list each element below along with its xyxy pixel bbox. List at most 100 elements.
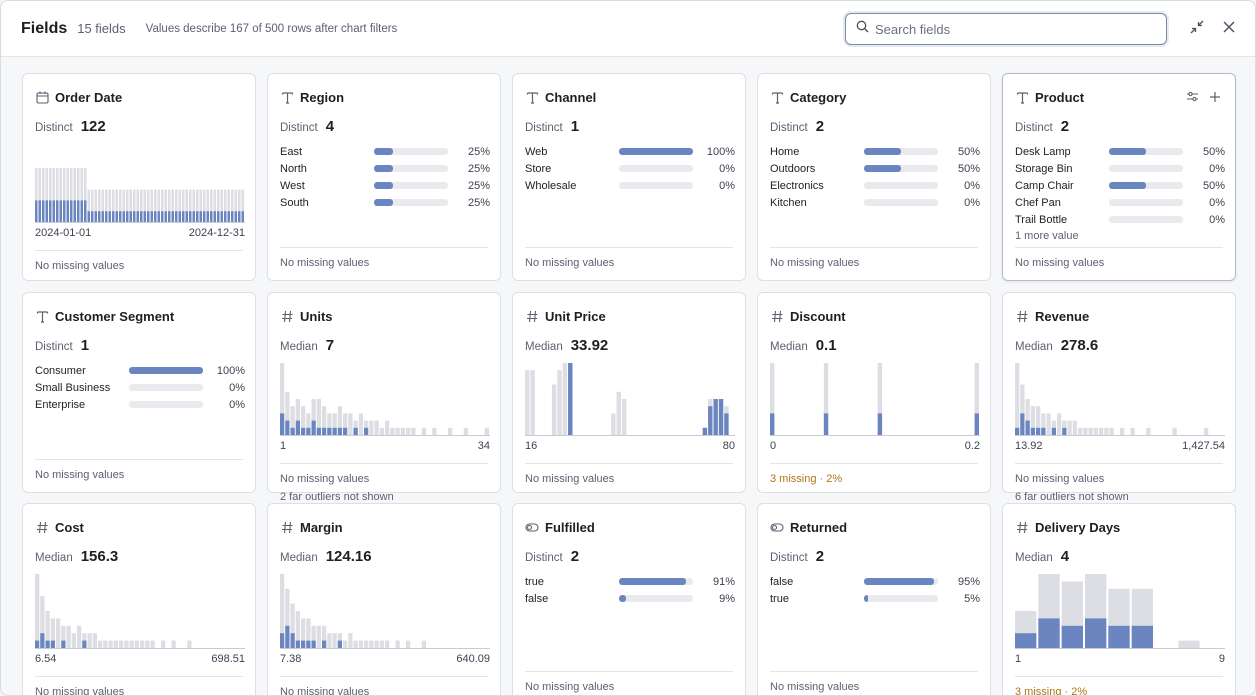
histogram-bar-total: [385, 640, 390, 648]
field-card-fulfilled[interactable]: Fulfilled Distinct 2 true 91% false 9% No missi…: [512, 503, 746, 695]
histogram-bar-filtered: [234, 211, 237, 222]
histogram-bar-filtered: [105, 211, 108, 222]
histogram-bar-filtered: [770, 413, 775, 435]
field-card-channel[interactable]: Channel Distinct 1 Web 100% Store 0% Wholesale 0…: [512, 73, 746, 281]
field-card-customer-segment[interactable]: Customer Segment Distinct 1 Consumer 100% Sma…: [22, 292, 256, 493]
field-name: Category: [790, 90, 847, 105]
value-row[interactable]: Small Business 0%: [35, 379, 245, 396]
field-stat: Distinct 1: [525, 118, 579, 135]
histogram-bar-total: [301, 618, 306, 648]
value-row[interactable]: Wholesale 0%: [525, 177, 735, 194]
close-button[interactable]: [1218, 18, 1240, 40]
value-row[interactable]: Consumer 100%: [35, 362, 245, 379]
stat-value: 7: [325, 337, 335, 354]
value-row[interactable]: Camp Chair 50%: [1015, 177, 1225, 194]
histogram-bar-total: [337, 633, 342, 648]
value-bar: [1109, 199, 1183, 206]
value-row[interactable]: Desk Lamp 50%: [1015, 143, 1225, 160]
search-input[interactable]: [875, 21, 1155, 37]
field-card-category[interactable]: Category Distinct 2 Home 50% Outdoors 50% Elect…: [757, 73, 991, 281]
field-card-unit-price[interactable]: Unit Price Median 33.92 16 80 No missing valu…: [512, 292, 746, 493]
search-box[interactable]: [845, 13, 1167, 45]
histogram-bar-total: [1088, 427, 1093, 435]
histogram-bar-total: [150, 640, 155, 648]
histogram-bar-total: [98, 189, 101, 222]
histogram-bar-total: [1030, 406, 1035, 435]
histogram-bar-filtered: [87, 211, 90, 222]
collapse-button[interactable]: [1186, 18, 1208, 40]
footer-note: No missing values: [525, 473, 615, 485]
value-row[interactable]: Enterprise 0%: [35, 396, 245, 413]
more-values-link[interactable]: 1 more value: [1015, 230, 1079, 242]
value-row[interactable]: Trail Bottle 0%: [1015, 211, 1225, 228]
histogram-bar-total: [112, 189, 115, 222]
value-row[interactable]: Outdoors 50%: [770, 160, 980, 177]
field-card-delivery-days[interactable]: Delivery Days Median 4 1 9 3 missing · 2%: [1002, 503, 1236, 695]
histogram: [770, 363, 979, 435]
histogram-bar-total: [332, 633, 337, 648]
value-row[interactable]: East 25%: [280, 143, 490, 160]
value-row[interactable]: Web 100%: [525, 143, 735, 160]
histogram-bar-total: [877, 363, 883, 435]
value-percent: 0%: [719, 162, 735, 175]
field-card-title: Product: [1015, 90, 1084, 105]
field-name: Margin: [300, 520, 343, 535]
stat-value: 2: [815, 118, 825, 135]
histogram-bar-total: [70, 168, 73, 222]
value-row[interactable]: West 25%: [280, 177, 490, 194]
histogram-baseline: [280, 648, 490, 649]
value-list: Consumer 100% Small Business 0% Enterprise 0%: [35, 362, 245, 413]
field-stat: Median 0.1: [770, 337, 837, 354]
value-row[interactable]: North 25%: [280, 160, 490, 177]
field-card-units[interactable]: Units Median 7 1 34 No missing values 2 far ou…: [267, 292, 501, 503]
value-percent: 0%: [1209, 213, 1225, 226]
field-card-returned[interactable]: Returned Distinct 2 false 95% true 5% No missin…: [757, 503, 991, 695]
value-row[interactable]: Electronics 0%: [770, 177, 980, 194]
histogram-axis: 7.38 640.09: [280, 653, 490, 665]
value-row[interactable]: South 25%: [280, 194, 490, 211]
field-card-cost[interactable]: Cost Median 156.3 6.54 698.51 No missing valu…: [22, 503, 256, 695]
histogram-bar-filtered: [35, 200, 38, 222]
value-bar: [1109, 165, 1183, 172]
histogram-bar-filtered: [217, 211, 220, 222]
field-card-discount[interactable]: Discount Median 0.1 0 0.2 3 missing · 2%: [757, 292, 991, 493]
field-card-margin[interactable]: Margin Median 124.16 7.38 640.09 No missing v…: [267, 503, 501, 695]
histogram-bar-filtered: [80, 200, 83, 222]
histogram-bar-total: [101, 189, 104, 222]
histogram-bar-total: [395, 427, 400, 435]
histogram-bar-total: [448, 427, 453, 435]
histogram-bar-total: [316, 625, 321, 648]
filter-settings-icon[interactable]: [1186, 90, 1199, 108]
card-divider: [525, 247, 733, 248]
histogram-bar-total: [145, 640, 150, 648]
field-card-title: Units: [280, 309, 333, 324]
field-card-revenue[interactable]: Revenue Median 278.6 13.92 1,427.54 No missin…: [1002, 292, 1236, 503]
value-bar-fill: [374, 165, 393, 172]
value-row[interactable]: true 91%: [525, 573, 735, 590]
footer-note: No missing values: [35, 260, 125, 272]
value-bar-fill: [619, 578, 687, 585]
value-row[interactable]: Storage Bin 0%: [1015, 160, 1225, 177]
value-row[interactable]: true 5%: [770, 590, 980, 607]
value-row[interactable]: false 95%: [770, 573, 980, 590]
axis-min: 1: [1015, 653, 1022, 665]
add-icon[interactable]: [1209, 90, 1221, 108]
field-card-order-date[interactable]: Order Date Distinct 122 2024-01-01 2024-12-3…: [22, 73, 256, 281]
histogram-bar-total: [227, 189, 230, 222]
value-row[interactable]: false 9%: [525, 590, 735, 607]
value-row[interactable]: Home 50%: [770, 143, 980, 160]
histogram-bar-total: [306, 618, 311, 648]
value-row[interactable]: Store 0%: [525, 160, 735, 177]
field-card-product[interactable]: Product Distinct 2 Desk Lamp 50% Storage Bin 0…: [1002, 73, 1236, 281]
histogram-bar-filtered: [327, 427, 332, 435]
field-card-region[interactable]: Region Distinct 4 East 25% North 25% West 25% Sou…: [267, 73, 501, 281]
value-percent: 91%: [712, 575, 735, 588]
card-divider: [770, 671, 978, 672]
histogram-bar-total: [1083, 427, 1088, 435]
axis-max: 34: [477, 440, 490, 452]
value-row[interactable]: Chef Pan 0%: [1015, 194, 1225, 211]
value-percent: 25%: [467, 196, 490, 209]
histogram-bar-total: [530, 370, 535, 435]
histogram-axis: 16 80: [525, 440, 735, 452]
value-row[interactable]: Kitchen 0%: [770, 194, 980, 211]
